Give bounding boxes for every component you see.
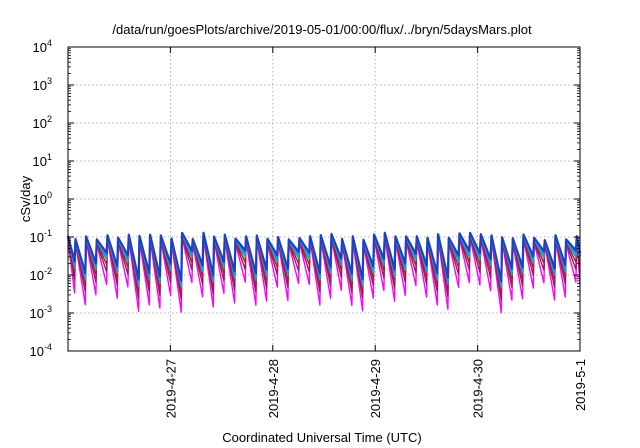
y-tick-label: 100: [33, 190, 52, 207]
y-tick-label: 104: [33, 38, 52, 55]
y-tick-label: 101: [33, 152, 52, 169]
axes: 10-4 10-3 10-2 10-1 100 101 102 103 104 2019-4-27…: [30, 38, 588, 418]
x-tick-label: 2019-4-28: [266, 359, 281, 418]
series-group: [66, 231, 582, 314]
y-tick-label: 10-4: [30, 342, 52, 359]
y-axis-title: cSv/day: [18, 175, 33, 222]
x-axis-title: Coordinated Universal Time (UTC): [222, 430, 421, 445]
y-tick-label: 10-3: [30, 304, 52, 321]
grid-lines: [68, 47, 581, 351]
x-tick-label: 2019-4-30: [471, 359, 486, 418]
x-tick-label: 2019-4-27: [163, 359, 178, 418]
y-tick-label: 102: [33, 114, 52, 131]
y-tick-label: 10-1: [30, 228, 52, 245]
chart-title: /data/run/goesPlots/archive/2019-05-01/0…: [112, 22, 532, 37]
y-tick-label: 10-2: [30, 266, 52, 283]
series-line: [66, 231, 582, 283]
y-tick-label: 103: [33, 76, 52, 93]
x-tick-label: 2019-5-1: [573, 359, 588, 411]
x-tick-label: 2019-4-29: [368, 359, 383, 418]
